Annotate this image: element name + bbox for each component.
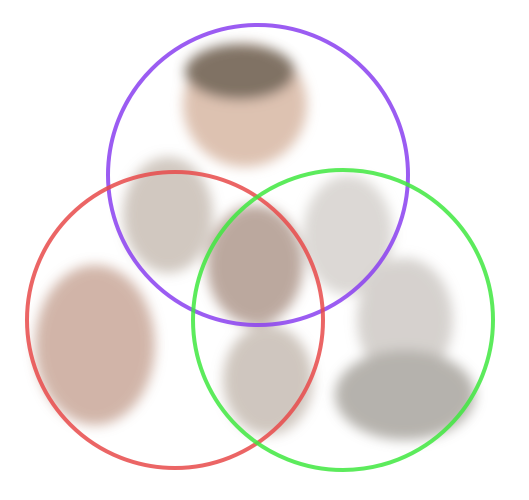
uniform-right: [335, 350, 475, 440]
circles: [25, 23, 495, 472]
faces: [35, 43, 475, 440]
face-bottom: [223, 325, 313, 435]
face-right: [357, 258, 453, 382]
face-upper-right: [303, 175, 393, 295]
face-left: [35, 265, 155, 425]
hair-top: [185, 44, 295, 100]
circle-right: [191, 168, 495, 472]
circle-left: [25, 170, 325, 470]
circle-top: [106, 23, 410, 327]
face-center: [207, 205, 303, 325]
face-upper-left: [123, 157, 213, 273]
